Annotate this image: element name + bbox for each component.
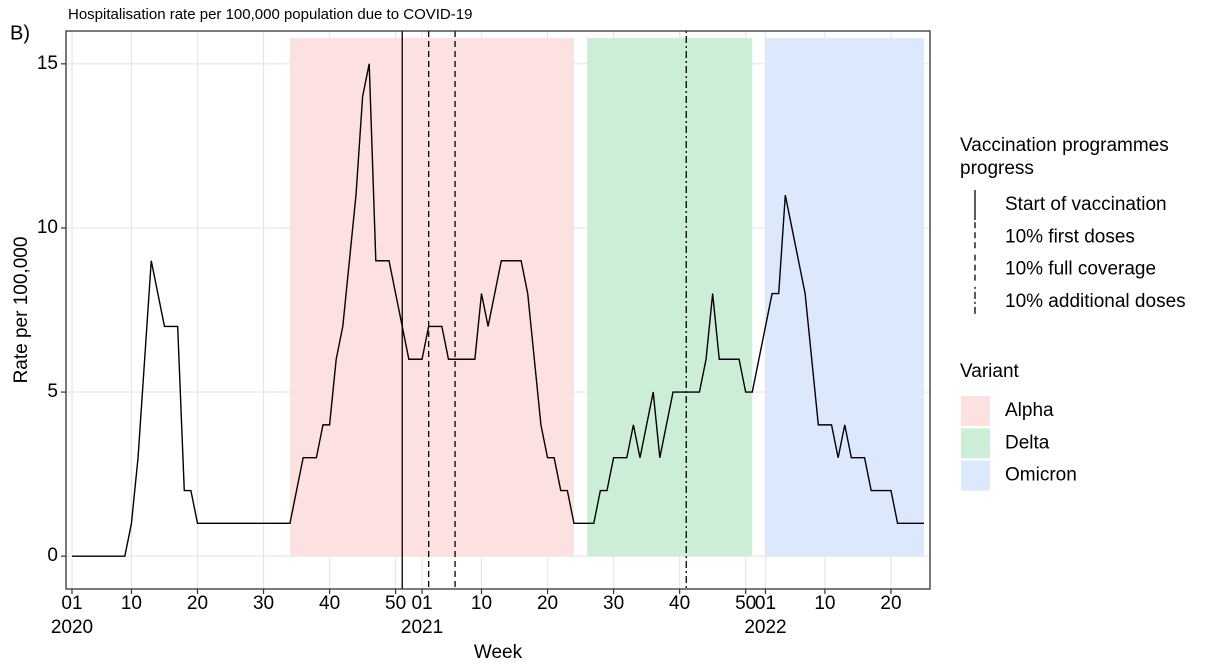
x-year-label: 2022 xyxy=(744,617,786,638)
x-tick-label: 20 xyxy=(537,593,558,614)
legend-label: Start of vaccination xyxy=(1005,194,1167,215)
legend-title: Variant xyxy=(960,361,1019,382)
legend-label: 10% additional doses xyxy=(1005,291,1186,312)
x-tick-label: 01 xyxy=(411,593,432,614)
legend-key xyxy=(961,460,990,491)
x-tick-label: 50 xyxy=(735,593,756,614)
y-tick-label: 10 xyxy=(37,217,58,238)
x-tick-label: 30 xyxy=(253,593,274,614)
y-tick-label: 15 xyxy=(37,53,58,74)
legend-label: Omicron xyxy=(1005,465,1077,486)
data-line xyxy=(72,63,924,557)
y-axis-title: Rate per 100,000 xyxy=(11,237,32,384)
y-tick-label: 5 xyxy=(47,381,58,402)
panel-label: B) xyxy=(10,22,30,44)
x-year-label: 2020 xyxy=(51,617,93,638)
variant-period xyxy=(765,38,924,557)
x-year-label: 2021 xyxy=(401,617,443,638)
x-tick-label: 10 xyxy=(471,593,492,614)
x-tick-label: 10 xyxy=(121,593,142,614)
x-tick-label: 20 xyxy=(187,593,208,614)
x-axis-title: Week xyxy=(474,642,523,663)
x-tick-label: 01 xyxy=(61,593,82,614)
legend-key xyxy=(961,396,990,426)
panel-border xyxy=(65,30,931,590)
variant-period xyxy=(587,38,753,557)
legend-label: 10% first doses xyxy=(1005,226,1135,247)
x-tick-label: 01 xyxy=(755,593,776,614)
legend-label: 10% full coverage xyxy=(1005,259,1156,280)
legend-label: Delta xyxy=(1005,432,1050,453)
x-tick-label: 50 xyxy=(385,593,406,614)
variant-period xyxy=(289,38,574,557)
legend-title: Vaccination programmes progress xyxy=(960,135,1169,179)
x-tick-label: 10 xyxy=(814,593,835,614)
legend-key xyxy=(961,428,990,459)
legend-label: Alpha xyxy=(1005,400,1054,421)
x-tick-label: 30 xyxy=(603,593,624,614)
x-tick-label: 40 xyxy=(319,593,340,614)
x-tick-label: 20 xyxy=(880,593,901,614)
y-tick-label: 0 xyxy=(47,545,58,566)
x-tick-label: 40 xyxy=(669,593,690,614)
chart-title: Hospitalisation rate per 100,000 populat… xyxy=(68,6,472,23)
